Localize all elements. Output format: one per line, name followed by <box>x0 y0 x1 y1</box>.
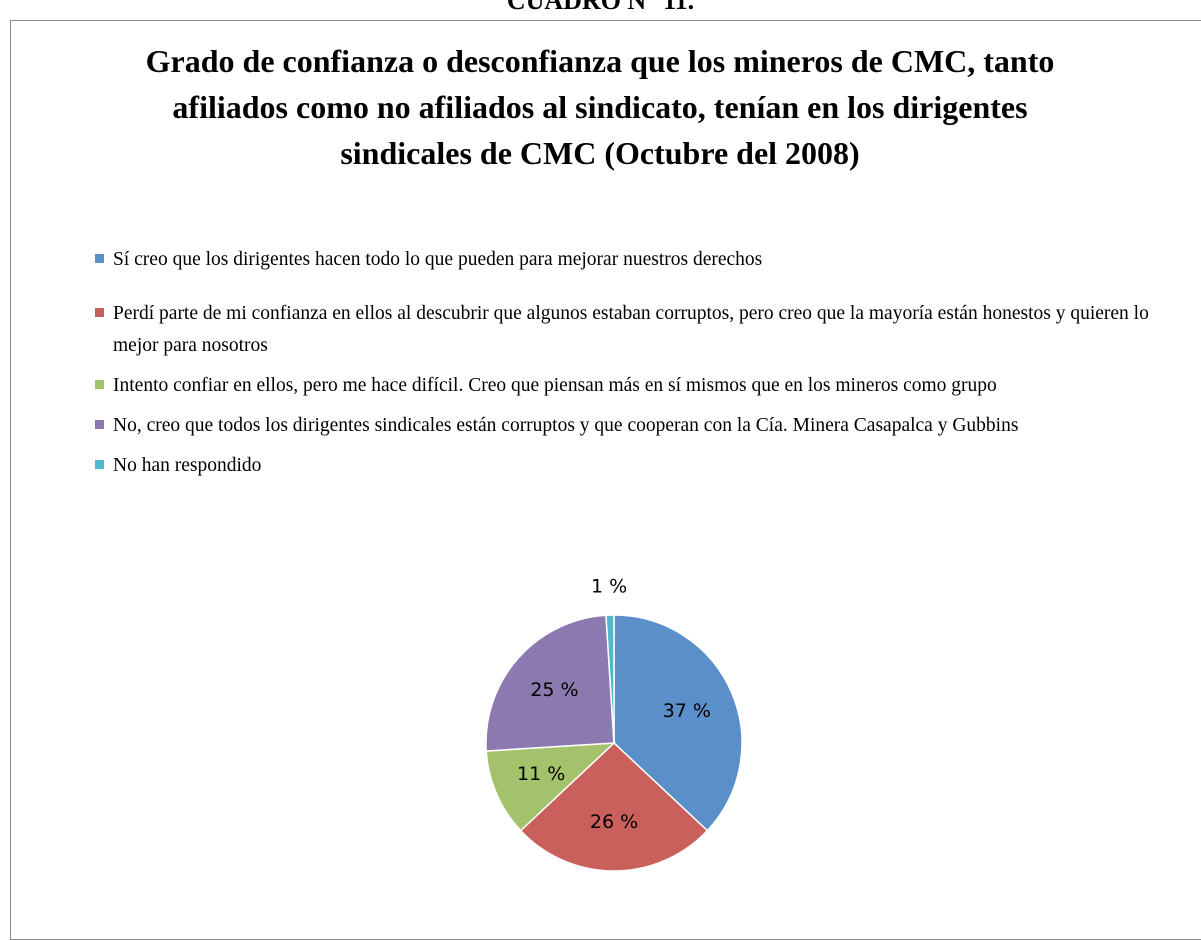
legend-item: Perdí parte de mi confianza en ellos al … <box>95 298 1185 362</box>
legend-swatch <box>95 380 104 389</box>
legend-label: Perdí parte de mi confianza en ellos al … <box>113 303 1149 356</box>
legend: Sí creo que los dirigentes hacen todo lo… <box>95 244 1185 482</box>
data-label: 37 % <box>663 700 711 722</box>
pie-slice <box>485 742 617 832</box>
legend-swatch <box>95 460 104 469</box>
legend-swatch <box>95 308 104 317</box>
legend-label: Intento confiar en ellos, pero me hace d… <box>113 375 997 396</box>
legend-item: Intento confiar en ellos, pero me hace d… <box>95 370 1185 402</box>
legend-swatch <box>95 254 104 263</box>
legend-item: Sí creo que los dirigentes hacen todo lo… <box>95 244 1185 276</box>
data-label: 11 % <box>517 763 565 785</box>
data-label: 25 % <box>530 679 578 701</box>
pie-slice <box>485 614 615 752</box>
legend-label: Sí creo que los dirigentes hacen todo lo… <box>113 249 763 270</box>
data-label: 26 % <box>590 811 638 833</box>
legend-label: No, creo que todos los dirigentes sindic… <box>113 415 1019 436</box>
legend-item: No, creo que todos los dirigentes sindic… <box>95 410 1185 442</box>
legend-item: No han respondido <box>95 450 1185 482</box>
pie-slice <box>613 614 743 832</box>
legend-label: No han respondido <box>113 455 262 476</box>
header: CUADRO N° 11. <box>506 0 695 15</box>
pie-slice <box>519 741 709 872</box>
pie-slice <box>605 614 615 744</box>
data-label: 1 % <box>591 576 627 598</box>
legend-swatch <box>95 420 104 429</box>
chart-title: Grado de confianza o desconfianza que lo… <box>145 43 1055 171</box>
